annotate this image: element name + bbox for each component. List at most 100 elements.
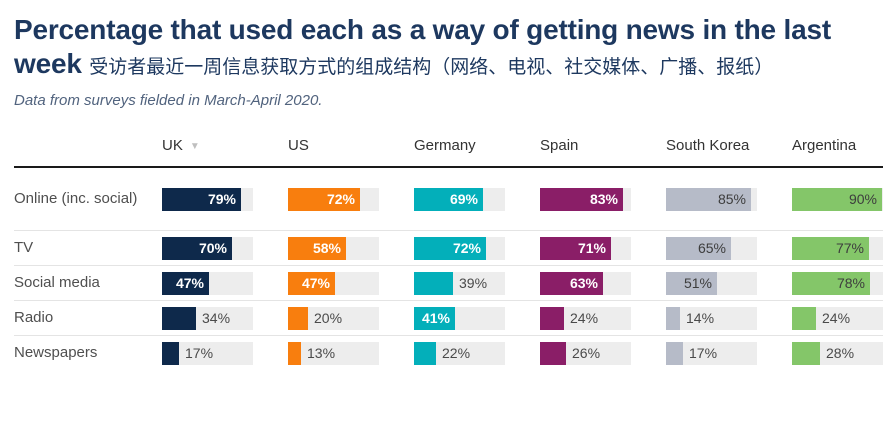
value-label: 47%	[175, 274, 204, 291]
bar-track: 90%	[792, 187, 883, 211]
bar-track: 77%	[792, 236, 883, 260]
bar-us-online-inc-social	[288, 187, 360, 211]
bar-us-radio	[288, 306, 308, 330]
row-label-tv: TV	[14, 238, 34, 256]
value-label: 41%	[421, 309, 450, 326]
bar-track: 47%	[162, 271, 253, 295]
header-divider	[14, 166, 883, 169]
page-title-zh: 受访者最近一周信息获取方式的组成结构（网络、电视、社交媒体、广播、报纸）	[89, 57, 774, 79]
row-label-online-inc-social: Online (inc. social)	[14, 189, 138, 207]
table-row-tv: TV 70% 58% 72% 71% 65% 77%	[14, 231, 883, 267]
row-label-newspapers: Newspapers	[14, 344, 98, 362]
bar-track: 24%	[792, 306, 883, 330]
bar-track: 72%	[288, 187, 379, 211]
bar-cell-uk-online-inc-social: 79%	[162, 187, 288, 211]
value-label: 78%	[836, 274, 865, 291]
value-label: 70%	[198, 239, 227, 256]
bar-south-korea-newspapers	[666, 342, 683, 366]
bar-cell-spain-online-inc-social: 83%	[540, 187, 666, 211]
bar-track: 65%	[666, 236, 757, 260]
bar-chart-table: UK ▼ US Germany Spain South Korea Argentina On…	[14, 135, 883, 371]
bar-cell-spain-radio: 24%	[540, 306, 666, 330]
sort-descending-icon[interactable]: ▼	[189, 141, 200, 153]
bar-track: 26%	[540, 342, 631, 366]
column-south-korea: South Korea	[666, 135, 792, 157]
value-label: 83%	[589, 190, 618, 207]
news-sources-chart-page: Percentage that used each as a way of ge…	[14, 13, 883, 371]
bar-argentina-tv	[792, 236, 869, 260]
bar-us-social-media	[288, 271, 335, 295]
bar-track: 20%	[288, 306, 379, 330]
bar-cell-south-korea-newspapers: 17%	[666, 342, 792, 366]
value-label: 90%	[848, 190, 877, 207]
chart-subtitle: Data from surveys fielded in March-April…	[14, 92, 323, 110]
bar-track: 51%	[666, 271, 757, 295]
bar-spain-radio	[540, 306, 564, 330]
bar-track: 22%	[414, 342, 505, 366]
value-label: 77%	[835, 239, 864, 256]
bar-germany-radio	[414, 306, 455, 330]
value-label: 63%	[569, 274, 598, 291]
bar-cell-germany-newspapers: 22%	[414, 342, 540, 366]
column-header-us[interactable]: US	[288, 137, 309, 155]
bar-cell-south-korea-online-inc-social: 85%	[666, 187, 792, 211]
bar-south-korea-online-inc-social	[666, 187, 751, 211]
table-row-social-media: Social media 47% 47% 39% 63% 51% 78%	[14, 266, 883, 302]
row-label-radio: Radio	[14, 308, 54, 326]
value-label: 17%	[689, 345, 718, 362]
bar-germany-online-inc-social	[414, 187, 483, 211]
bar-us-newspapers	[288, 342, 301, 366]
value-label: 51%	[683, 274, 712, 291]
column-header-spain[interactable]: Spain	[540, 137, 579, 155]
value-label: 13%	[307, 345, 336, 362]
table-row-online-inc-social: Online (inc. social) 79% 72% 69% 83% 85% 90%	[14, 168, 883, 232]
bar-spain-tv	[540, 236, 611, 260]
value-label: 72%	[326, 190, 355, 207]
bar-spain-newspapers	[540, 342, 566, 366]
bar-germany-social-media	[414, 271, 453, 295]
column-germany: Germany	[414, 135, 540, 157]
value-label: 22%	[442, 345, 471, 362]
value-label: 79%	[207, 190, 236, 207]
bar-cell-uk-tv: 70%	[162, 236, 288, 260]
value-label: 72%	[452, 239, 481, 256]
bar-track: 13%	[288, 342, 379, 366]
bar-cell-germany-tv: 72%	[414, 236, 540, 260]
bar-cell-uk-newspapers: 17%	[162, 342, 288, 366]
bar-argentina-social-media	[792, 271, 870, 295]
bar-uk-tv	[162, 236, 232, 260]
bar-cell-south-korea-tv: 65%	[666, 236, 792, 260]
column-header-uk[interactable]: UK ▼	[162, 137, 200, 155]
column-header-argentina[interactable]: Argentina	[792, 137, 857, 155]
value-label: 39%	[459, 274, 488, 291]
bar-cell-spain-newspapers: 26%	[540, 342, 666, 366]
bar-cell-south-korea-radio: 14%	[666, 306, 792, 330]
value-label: 34%	[202, 309, 231, 326]
bar-cell-argentina-radio: 24%	[792, 306, 883, 330]
column-header-row: UK ▼ US Germany Spain South Korea Argentina	[14, 135, 883, 166]
bar-germany-tv	[414, 236, 486, 260]
bar-south-korea-radio	[666, 306, 680, 330]
bar-track: 79%	[162, 187, 253, 211]
page-title-en: Percentage that used each as a way of ge…	[14, 14, 831, 80]
bar-cell-us-radio: 20%	[288, 306, 414, 330]
value-label: 28%	[826, 345, 855, 362]
bar-track: 85%	[666, 187, 757, 211]
bar-track: 58%	[288, 236, 379, 260]
bar-spain-online-inc-social	[540, 187, 623, 211]
bar-argentina-newspapers	[792, 342, 820, 366]
column-header-south-korea[interactable]: South Korea	[666, 137, 750, 155]
bar-uk-online-inc-social	[162, 187, 241, 211]
bar-south-korea-social-media	[666, 271, 717, 295]
bar-track: 78%	[792, 271, 883, 295]
page-title: Percentage that used each as a way of ge…	[14, 13, 882, 81]
value-label: 69%	[449, 190, 478, 207]
column-spain: Spain	[540, 135, 666, 157]
bar-track: 41%	[414, 306, 505, 330]
column-header-germany[interactable]: Germany	[414, 137, 476, 155]
bar-cell-spain-social-media: 63%	[540, 271, 666, 295]
bar-uk-social-media	[162, 271, 209, 295]
bar-track: 28%	[792, 342, 883, 366]
value-label: 24%	[570, 309, 599, 326]
bar-cell-germany-radio: 41%	[414, 306, 540, 330]
